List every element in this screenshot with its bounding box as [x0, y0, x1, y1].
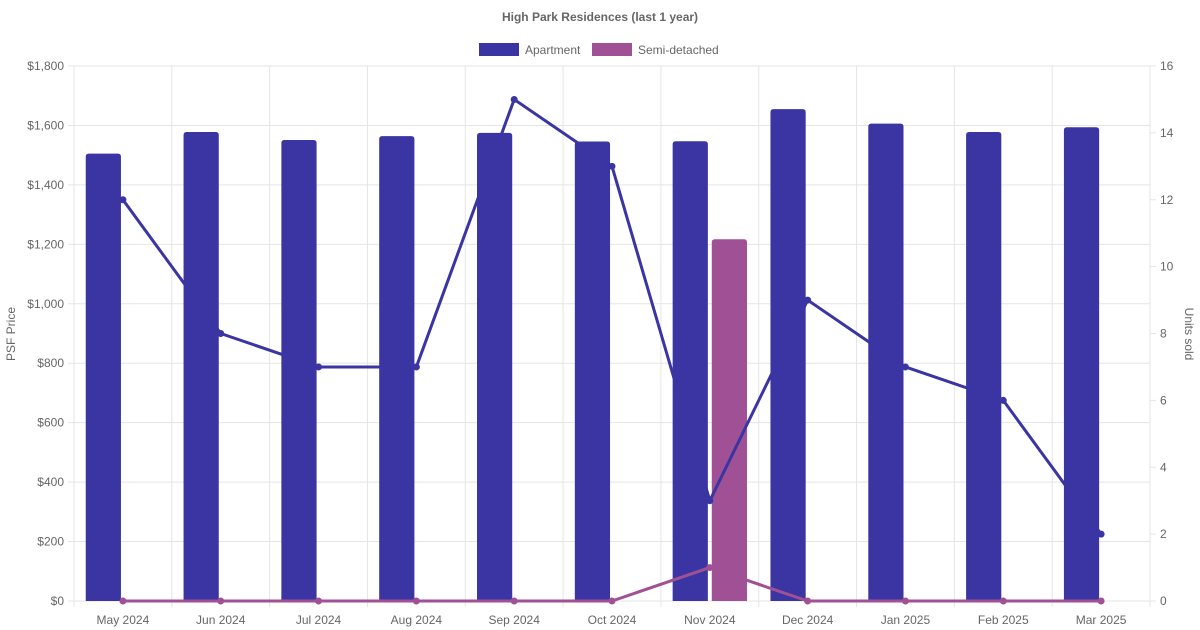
- bar-apartment[interactable]: [379, 136, 415, 601]
- line-point[interactable]: [901, 363, 909, 371]
- y2-tick-label: 12: [1160, 193, 1174, 207]
- y2-tick-label: 4: [1160, 460, 1167, 474]
- legend: Apartment Semi-detached: [479, 43, 719, 57]
- line-point[interactable]: [804, 597, 812, 605]
- line-point[interactable]: [999, 597, 1007, 605]
- y-tick-label: $1,400: [27, 178, 64, 192]
- y-tick-label: $1,800: [27, 59, 64, 73]
- line-point[interactable]: [412, 363, 420, 371]
- y-tick-label: $1,600: [27, 118, 64, 132]
- bar-apartment[interactable]: [868, 123, 904, 602]
- lines: [119, 95, 1105, 605]
- bar-apartment[interactable]: [966, 131, 1002, 601]
- bar-apartment[interactable]: [1063, 127, 1100, 601]
- x-tick-label: Sep 2024: [488, 613, 540, 627]
- bar-apartment[interactable]: [574, 141, 611, 601]
- y2-tick-label: 10: [1160, 260, 1174, 274]
- line-point[interactable]: [1097, 530, 1105, 538]
- axes: $0 $200 $400 $600 $800 $1,000 $1,200 $1,400 $1,6…: [27, 59, 1173, 627]
- y-tick-label: $0: [51, 594, 65, 608]
- line-point[interactable]: [315, 597, 323, 605]
- line-point[interactable]: [999, 396, 1007, 404]
- legend-label-apartment[interactable]: Apartment: [525, 43, 581, 57]
- x-tick-label: Jun 2024: [196, 613, 246, 627]
- line-point[interactable]: [217, 330, 225, 337]
- y2-tick-label: 16: [1160, 59, 1174, 73]
- x-tick-label: Jul 2024: [296, 613, 342, 627]
- line-point[interactable]: [510, 95, 518, 103]
- line-point[interactable]: [119, 196, 127, 204]
- y2-tick-label: 8: [1160, 327, 1167, 341]
- y-tick-label: $400: [37, 475, 64, 489]
- bars: [85, 109, 1100, 602]
- y2-tick-label: 2: [1160, 527, 1167, 541]
- line-point[interactable]: [119, 597, 127, 605]
- x-tick-label: Mar 2025: [1076, 613, 1127, 627]
- x-tick-label: Aug 2024: [391, 613, 443, 627]
- line-point[interactable]: [706, 564, 714, 572]
- bar-apartment[interactable]: [85, 153, 121, 602]
- line-point[interactable]: [804, 296, 812, 304]
- line-point[interactable]: [706, 497, 714, 505]
- x-tick-label: Oct 2024: [588, 613, 637, 627]
- line-point[interactable]: [217, 597, 225, 605]
- x-tick-label: Feb 2025: [978, 613, 1029, 627]
- x-tick-label: Nov 2024: [684, 613, 736, 627]
- bar-apartment[interactable]: [183, 131, 219, 601]
- line-point[interactable]: [1097, 597, 1105, 605]
- bar-semi-detached[interactable]: [711, 239, 747, 601]
- line-point[interactable]: [315, 363, 323, 371]
- bar-apartment[interactable]: [672, 141, 708, 602]
- bar-apartment[interactable]: [281, 140, 317, 601]
- legend-swatch-apartment: [479, 43, 519, 56]
- legend-label-semi-detached[interactable]: Semi-detached: [638, 43, 719, 57]
- y-tick-label: $600: [37, 416, 64, 430]
- y2-tick-label: 14: [1160, 126, 1174, 140]
- line-point[interactable]: [608, 162, 616, 170]
- y2-tick-label: 6: [1160, 393, 1167, 407]
- y-tick-label: $1,200: [27, 237, 64, 251]
- line-point[interactable]: [901, 597, 909, 605]
- bar-apartment[interactable]: [477, 132, 513, 601]
- bar-apartment[interactable]: [770, 109, 806, 601]
- y-tick-label: $800: [37, 356, 64, 370]
- x-tick-label: Jan 2025: [881, 613, 931, 627]
- line-point[interactable]: [608, 597, 616, 605]
- x-tick-label: Dec 2024: [782, 613, 834, 627]
- y-tick-label: $1,000: [27, 297, 64, 311]
- y2-tick-label: 0: [1160, 594, 1167, 608]
- y2-axis-title: Units sold: [1182, 308, 1196, 361]
- line-point[interactable]: [510, 597, 518, 605]
- line-point[interactable]: [412, 597, 420, 605]
- legend-swatch-semi-detached: [592, 43, 632, 56]
- y-tick-label: $200: [37, 535, 64, 549]
- x-tick-label: May 2024: [97, 613, 150, 627]
- y-axis-title: PSF Price: [4, 307, 18, 361]
- chart-title: High Park Residences (last 1 year): [502, 10, 698, 24]
